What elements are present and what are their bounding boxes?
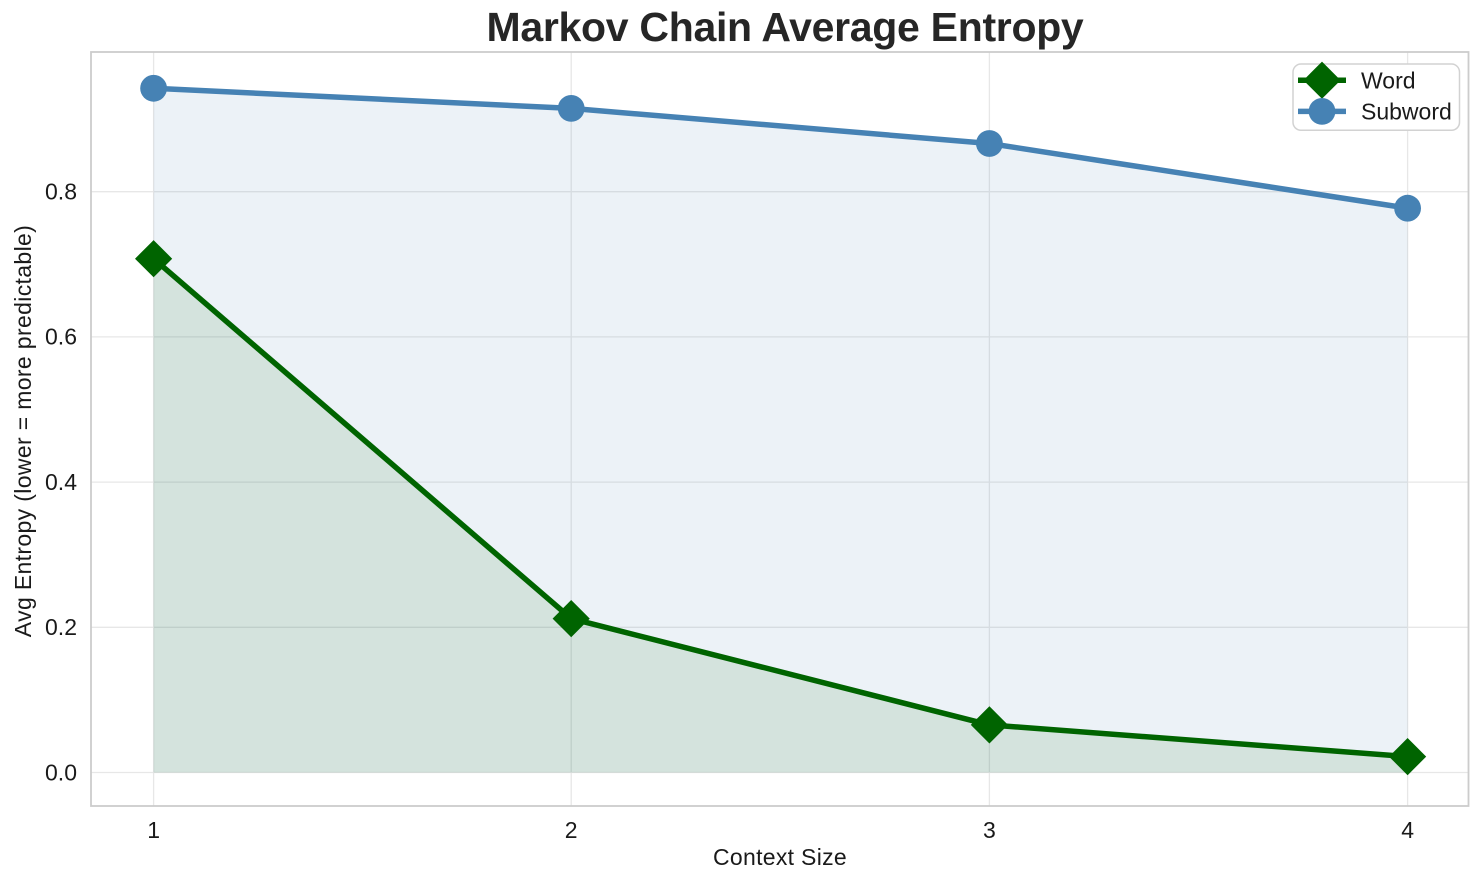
svg-text:0.0: 0.0 — [45, 759, 77, 785]
svg-text:3: 3 — [983, 817, 996, 843]
svg-text:Subword: Subword — [1361, 99, 1452, 125]
svg-text:Avg Entropy (lower = more pred: Avg Entropy (lower = more predictable) — [10, 225, 36, 637]
svg-text:Word: Word — [1361, 68, 1416, 94]
svg-text:Context Size: Context Size — [713, 844, 847, 870]
svg-text:0.8: 0.8 — [45, 179, 77, 205]
svg-text:0.2: 0.2 — [45, 614, 77, 640]
svg-text:4: 4 — [1401, 817, 1414, 843]
svg-text:2: 2 — [565, 817, 578, 843]
svg-text:Markov Chain Average Entropy: Markov Chain Average Entropy — [487, 4, 1084, 50]
svg-text:0.4: 0.4 — [45, 469, 77, 495]
svg-text:0.6: 0.6 — [45, 324, 77, 350]
svg-text:1: 1 — [147, 817, 160, 843]
